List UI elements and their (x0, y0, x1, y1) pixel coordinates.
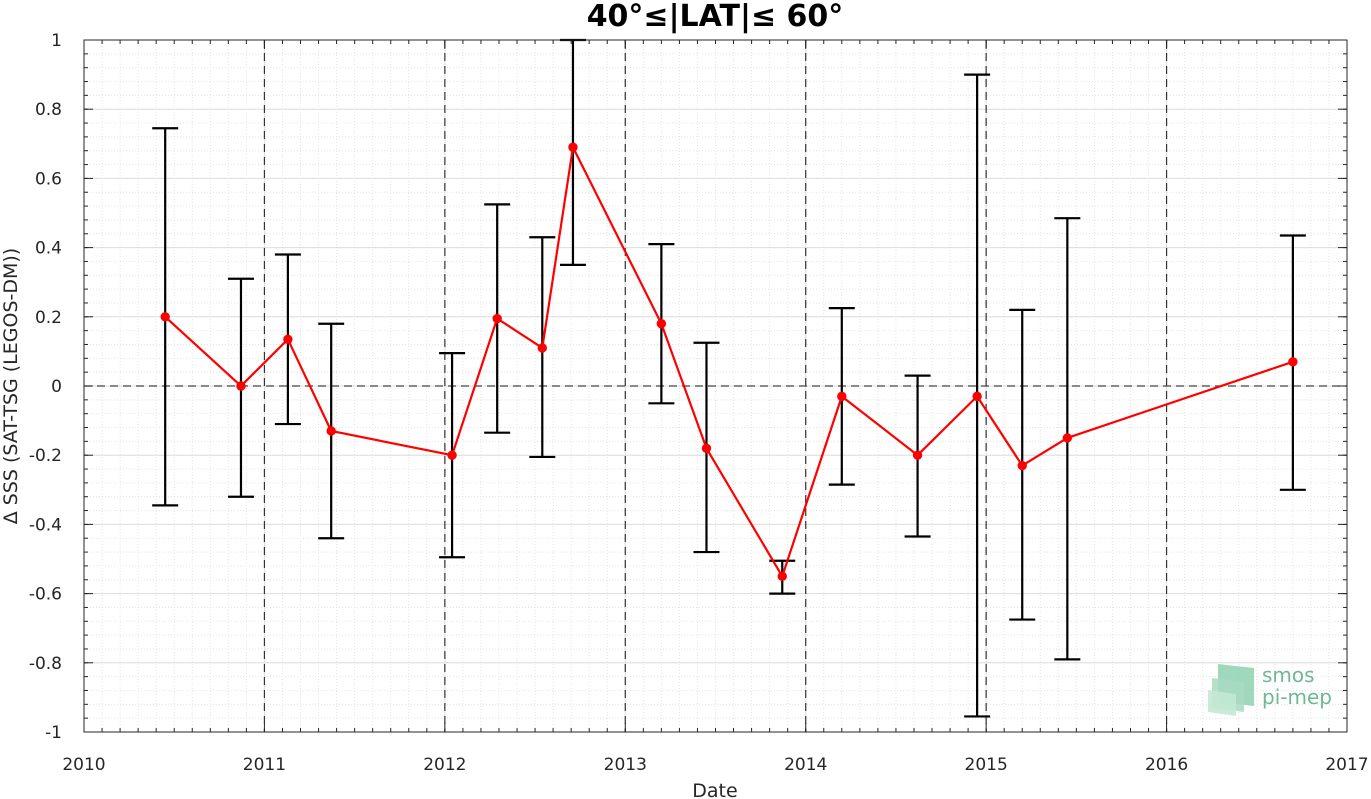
data-point (492, 313, 502, 324)
data-point (160, 312, 170, 322)
logo-mark (1208, 664, 1254, 716)
y-tick-label: -0.6 (29, 585, 62, 605)
data-point (912, 450, 923, 460)
data-point (656, 319, 667, 329)
data-point (1288, 357, 1298, 367)
y-tick-label: -1 (45, 723, 62, 743)
data-point (447, 450, 457, 460)
y-tick-label: 0.8 (35, 100, 62, 120)
plot-frame (83, 39, 1348, 733)
y-tick-labels: -1 -0.8 -0.6 -0.4 -0.2 0 0.2 0.4 0.6 0.8 1 (29, 31, 62, 743)
data-point (972, 391, 982, 402)
smos-pi-mep-logo: smos pi-mep (1208, 663, 1332, 716)
data-point (837, 391, 847, 402)
x-tick-label: 2013 (604, 755, 647, 775)
y-tick-label: -0.4 (29, 515, 62, 535)
data-point (568, 142, 578, 152)
y-tick-label: 0.4 (35, 239, 62, 259)
data-point (1017, 460, 1027, 471)
y-tick-label: 0.2 (35, 308, 62, 328)
y-tick-label: 0 (51, 377, 62, 397)
data-point (283, 334, 293, 344)
x-tick-label: 2012 (423, 755, 466, 775)
x-axis-label: Date (692, 780, 737, 799)
x-tick-label: 2010 (62, 755, 105, 775)
x-tick-labels: 2010 2011 2012 2013 2014 2015 2016 2017 (62, 755, 1368, 775)
y-tick-label: 1 (51, 31, 62, 51)
data-point (326, 426, 336, 436)
y-axis-label: Δ SSS (SAT-TSG (LEGOS-DM)) (0, 248, 22, 524)
x-tick-label: 2017 (1325, 755, 1368, 775)
chart-title: 40°≤|LAT|≤ 60° (587, 0, 844, 34)
x-tick-label: 2014 (784, 755, 827, 775)
data-point (701, 443, 712, 453)
reference-lines (84, 40, 1347, 732)
data-point (236, 381, 246, 391)
data-point (777, 571, 787, 581)
x-tick-label: 2016 (1145, 755, 1188, 775)
logo-line-2: pi-mep (1262, 685, 1332, 709)
data-point (1062, 433, 1073, 443)
logo-line-1: smos (1262, 663, 1315, 687)
data-point (537, 343, 547, 353)
y-tick-label: -0.8 (29, 654, 62, 674)
data-series (160, 142, 1298, 581)
x-tick-label: 2011 (243, 755, 286, 775)
y-tick-label: 0.6 (35, 169, 62, 189)
y-tick-label: -0.2 (29, 446, 62, 466)
x-tick-label: 2015 (965, 755, 1008, 775)
